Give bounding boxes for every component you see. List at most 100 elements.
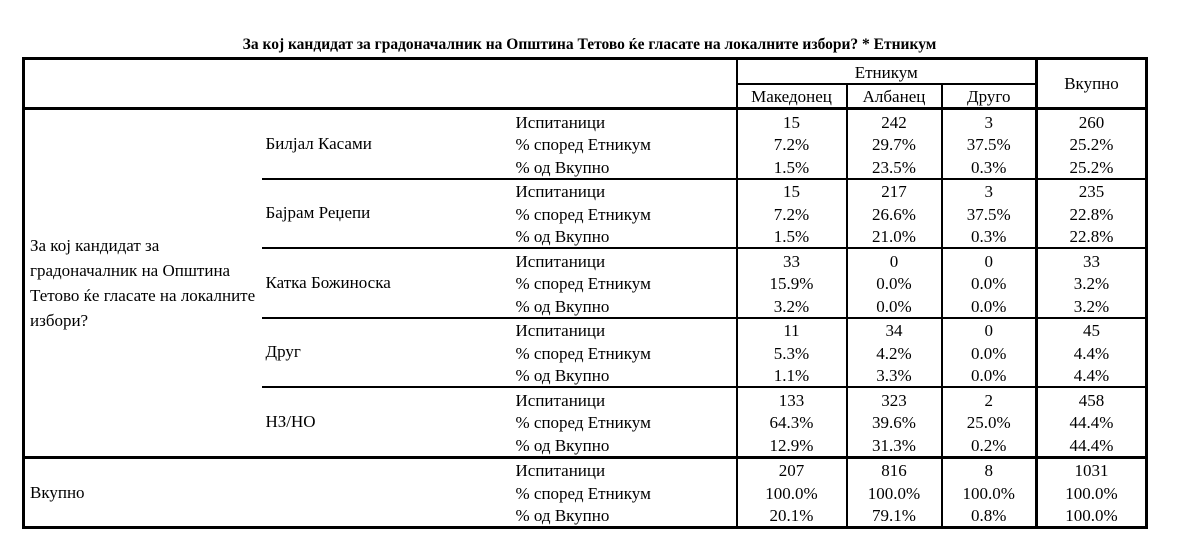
statistic-label: % според Етникум (515, 274, 651, 293)
cell-value: 44.4% (1035, 410, 1147, 433)
cell-value: 260 (1035, 107, 1147, 133)
cell-value: 0.2% (940, 433, 1037, 457)
table-row: Вкупно Испитаници 207 816 8 1031 (23, 455, 1147, 528)
statistic-label: % од Вкупно (515, 157, 610, 177)
cell-value: 7.2% (735, 132, 847, 155)
statistic-label: % според Етникум (515, 343, 651, 363)
cell-value: 25.2% (1035, 155, 1147, 179)
cell-value: 242 (845, 107, 942, 133)
section-label: Вкупно (23, 455, 512, 528)
cell-value: 100.0% (1035, 481, 1147, 504)
cell-value: 44.4% (1035, 433, 1147, 457)
cell-value: 0.0% (845, 294, 942, 318)
cell-value: 37.5% (940, 202, 1037, 225)
table-row: % според Етникум 100.0% 100.0% 100.0% 100.0% (24, 481, 1147, 504)
header-total: Вкупно (1035, 58, 1147, 109)
cell-value: 26.6% (845, 202, 942, 225)
cell-value: 33 (735, 247, 847, 272)
cell-value: 100.0% (845, 481, 942, 504)
cell-value: 0.0% (940, 341, 1037, 364)
cell-value: 0.3% (940, 224, 1037, 248)
table-row: % според Етникум 7.2% 26.6% 37.5% 22.8% (24, 202, 1147, 225)
cell-value: 20.1% (735, 503, 847, 528)
statistic-label: Испитаници (511, 455, 737, 481)
statistic-label: % од Вкупно (515, 506, 610, 525)
statistic-label: % според Етникум (515, 413, 651, 432)
table-body: Етникум Вкупно Македонец Албанец Друго За кој… (23, 58, 1147, 528)
table-row: НЗ/НО Испитаници 133 323 2 458 (24, 386, 1147, 457)
group-label: Катка Божиноска (261, 247, 512, 318)
statistic-label: % од Вкупно (515, 435, 610, 455)
cell-value: 1.5% (735, 155, 847, 179)
cell-value: 12.9% (735, 433, 847, 457)
table-row: Друг Испитаници 11 34 0 45 (24, 316, 1147, 387)
cell-value: 458 (1035, 386, 1147, 411)
statistic-label: Испитаници (511, 107, 737, 133)
cell-value: 3.2% (735, 294, 847, 318)
table-row: % од Вкупно 12.9% 31.3% 0.2% 44.4% (24, 433, 1147, 457)
cell-value: 31.3% (845, 433, 942, 457)
table-row: % од Вкупно 3.2% 0.0% 0.0% 3.2% (24, 294, 1147, 318)
column-header: Македонец (735, 83, 847, 109)
column-header: Друго (940, 83, 1037, 109)
crosstab: Етникум Вкупно Македонец Албанец Друго За кој… (22, 57, 1148, 529)
cell-value: 235 (1035, 177, 1147, 202)
cell-value: 3.2% (1035, 294, 1147, 318)
table-row: % од Вкупно 1.5% 23.5% 0.3% 25.2% (24, 155, 1147, 179)
group-label: Друг (261, 316, 512, 387)
statistic-label: % според Етникум (515, 483, 651, 503)
section-label: За кој кандидат за градоначалник на Општ… (23, 107, 262, 457)
statistic-label: Испитаници (511, 316, 737, 341)
cell-value: 0.8% (940, 503, 1037, 528)
cell-value: 34 (845, 316, 942, 341)
cell-value: 8 (940, 455, 1037, 481)
cell-value: 15 (735, 107, 847, 133)
cell-value: 15 (735, 177, 847, 202)
table-row: % според Етникум 5.3% 4.2% 0.0% 4.4% (24, 341, 1147, 364)
statistic-label: % според Етникум (515, 204, 651, 224)
cell-value: 25.0% (940, 410, 1037, 433)
cell-value: 0 (940, 247, 1037, 272)
cell-value: 45 (1035, 316, 1147, 341)
cell-value: 22.8% (1035, 202, 1147, 225)
cell-value: 207 (735, 455, 847, 481)
cell-value: 15.9% (735, 271, 847, 294)
table-row: % од Вкупно 20.1% 79.1% 0.8% 100.0% (24, 503, 1147, 528)
cell-value: 217 (845, 177, 942, 202)
cell-value: 0 (940, 316, 1037, 341)
cell-value: 1.1% (735, 363, 847, 387)
statistic-label: % од Вкупно (515, 227, 610, 246)
table-row: Бајрам Реџепи Испитаници 15 217 3 235 (24, 177, 1147, 248)
cell-value: 1031 (1035, 455, 1147, 481)
cell-value: 4.4% (1035, 363, 1147, 387)
cell-value: 100.0% (1035, 503, 1147, 528)
statistic-label: Испитаници (511, 247, 737, 272)
cell-value: 23.5% (845, 155, 942, 179)
table-row: % според Етникум 15.9% 0.0% 0.0% 3.2% (24, 271, 1147, 294)
cell-value: 3.3% (845, 363, 942, 387)
cell-value: 2 (940, 386, 1037, 411)
group-label: Бајрам Реџепи (261, 177, 512, 248)
cell-value: 37.5% (940, 132, 1037, 155)
cell-value: 25.2% (1035, 132, 1147, 155)
statistic-label: % од Вкупно (515, 296, 610, 316)
cell-value: 323 (845, 386, 942, 411)
group-label: Билјал Касами (261, 107, 512, 179)
statistic-label: % според Етникум (515, 135, 651, 154)
cell-value: 100.0% (735, 481, 847, 504)
table-row: % од Вкупно 1.1% 3.3% 0.0% 4.4% (24, 363, 1147, 387)
header-row: Етникум Вкупно (23, 58, 1147, 110)
header-row: Македонец Албанец Друго (24, 83, 1147, 109)
statistic-label: % од Вкупно (515, 366, 610, 385)
cell-value: 0.0% (940, 363, 1037, 387)
cell-value: 39.6% (845, 410, 942, 433)
cell-value: 0.0% (940, 294, 1037, 318)
cell-value: 3 (940, 107, 1037, 133)
cell-value: 3.2% (1035, 271, 1147, 294)
table-title: За кој кандидат за градоначалник на Општ… (242, 36, 937, 53)
cell-value: 11 (735, 316, 847, 341)
cell-value: 29.7% (845, 132, 942, 155)
cell-value: 816 (845, 455, 942, 481)
cell-value: 0.3% (940, 155, 1037, 179)
